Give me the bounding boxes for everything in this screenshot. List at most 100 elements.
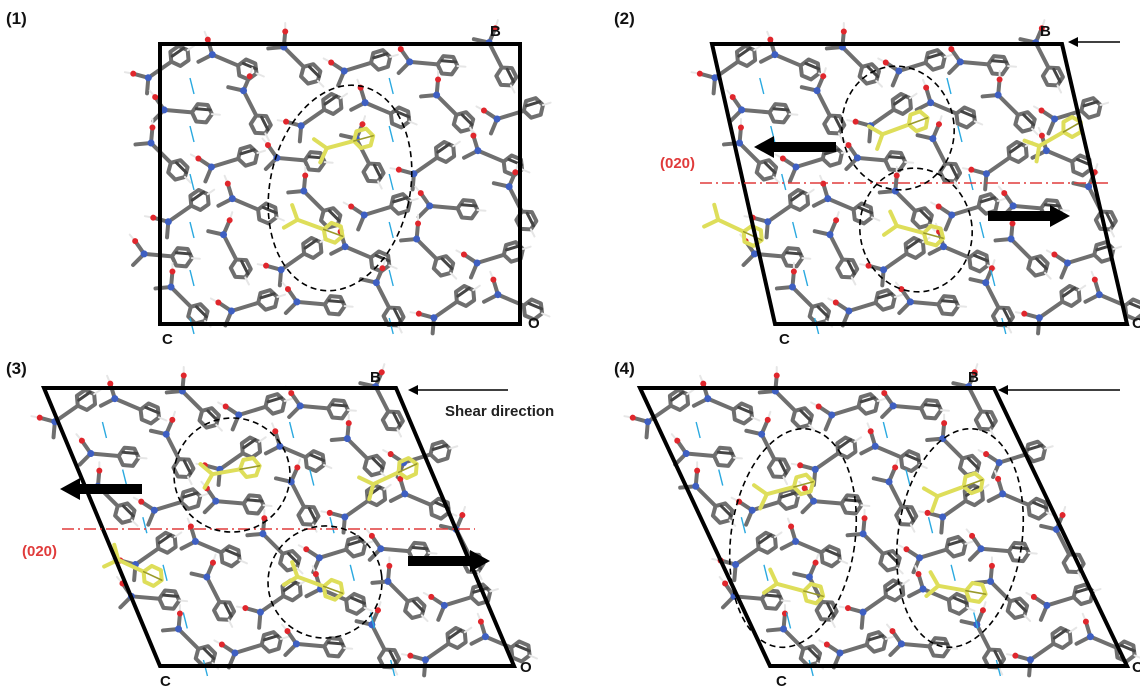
- unit-cell: [40, 386, 518, 668]
- molecular-packing: [690, 19, 1140, 336]
- molecule: [455, 240, 532, 280]
- vertex-o-label: O: [528, 315, 540, 332]
- molecule: [284, 385, 357, 421]
- molecule: [30, 387, 102, 440]
- vertex-o-label: O: [520, 659, 532, 676]
- molecule: [927, 222, 997, 274]
- molecule: [980, 69, 1039, 136]
- vertex-c-label: C: [779, 331, 790, 348]
- shear-direction-label: Shear direction: [445, 403, 554, 420]
- molecule: [143, 187, 216, 240]
- molecule: [944, 41, 1018, 77]
- molecule: [914, 78, 984, 130]
- molecule: [845, 508, 904, 575]
- molecule: [798, 480, 871, 516]
- molecule: [818, 630, 895, 670]
- molecule: [623, 387, 695, 440]
- molecule: [877, 385, 950, 421]
- dimer-ellipse: [267, 84, 413, 292]
- shear-arrow-head: [998, 385, 1008, 395]
- molecule: [1025, 582, 1102, 622]
- molecule: [842, 137, 915, 173]
- molecule: [216, 174, 285, 226]
- molecule: [726, 89, 799, 125]
- slip-arrow-left: [754, 136, 836, 158]
- panel-1: (1) B C O: [6, 9, 552, 348]
- molecule: [1006, 625, 1078, 678]
- molecule: [462, 126, 531, 178]
- dimer-ellipse-lower: [859, 167, 973, 293]
- molecule: [263, 422, 333, 474]
- molecule: [148, 410, 196, 486]
- molecule: [774, 144, 851, 184]
- molecule: [401, 625, 473, 678]
- molecule: [799, 67, 847, 142]
- molecule: [774, 261, 834, 328]
- molecule: [422, 582, 499, 622]
- highlighted-molecule: [198, 456, 262, 490]
- highlighted-molecule: [281, 203, 345, 245]
- slip-arrow-right: [408, 550, 490, 572]
- molecule: [359, 259, 406, 334]
- molecule: [824, 21, 883, 88]
- molecule: [897, 534, 975, 575]
- molecule: [744, 410, 791, 486]
- unit-cell: [709, 42, 1130, 326]
- molecule: [930, 192, 1007, 232]
- molecule: [342, 192, 419, 232]
- highlighted-molecule: [762, 567, 826, 606]
- molecule: [273, 458, 321, 533]
- panel-label: (1): [6, 9, 27, 28]
- molecule: [471, 19, 519, 94]
- vertex-b-label: B: [968, 369, 979, 386]
- molecule: [965, 528, 1038, 564]
- molecule: [370, 556, 429, 623]
- molecule: [245, 508, 304, 575]
- molecule: [811, 174, 881, 226]
- molecule: [711, 530, 783, 583]
- vertex-c-label: C: [776, 673, 787, 688]
- shear-arrow-head: [408, 385, 418, 395]
- molecule: [189, 144, 267, 184]
- molecule: [200, 480, 273, 516]
- molecule: [915, 115, 963, 190]
- molecule: [419, 69, 478, 136]
- molecule: [1083, 270, 1140, 322]
- molecule: [718, 575, 791, 611]
- unit-cell: [636, 386, 1131, 668]
- molecule: [925, 413, 984, 480]
- molecule: [670, 433, 743, 468]
- molecule: [838, 578, 910, 630]
- panel-4: (4) B C O: [614, 359, 1140, 688]
- molecular-packing: [30, 363, 538, 678]
- molecule: [320, 483, 392, 535]
- vertex-b-label: B: [370, 369, 381, 386]
- molecule: [721, 117, 781, 184]
- dimer-ellipse-lower: [267, 525, 383, 639]
- molecule: [790, 435, 863, 487]
- molecule: [236, 578, 308, 630]
- molecule: [812, 211, 860, 286]
- molecule: [213, 630, 290, 670]
- molecule: [414, 185, 487, 221]
- highlighted-molecule: [752, 472, 816, 511]
- plane-label: (020): [22, 543, 57, 560]
- highlighted-molecule: [882, 209, 946, 248]
- plane-label: (020): [660, 155, 695, 172]
- molecule: [297, 534, 374, 575]
- molecule: [322, 48, 399, 88]
- highlighted-molecule: [281, 560, 345, 602]
- highlighted-molecule: [866, 109, 930, 151]
- molecule: [195, 435, 267, 487]
- molecule: [810, 392, 887, 432]
- unit-cell: [158, 42, 522, 326]
- molecule: [123, 43, 196, 96]
- molecule: [482, 270, 551, 322]
- molecule: [691, 374, 761, 426]
- molecule: [859, 422, 928, 474]
- molecule: [196, 30, 265, 82]
- molecule: [75, 433, 148, 468]
- highlighted-molecule: [357, 456, 419, 502]
- molecule: [886, 623, 959, 659]
